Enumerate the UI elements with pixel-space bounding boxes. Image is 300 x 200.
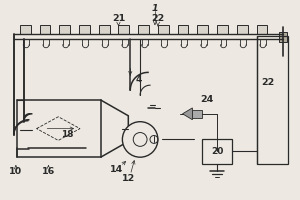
- Text: 14: 14: [110, 165, 123, 174]
- Bar: [178, 25, 188, 34]
- Text: 10: 10: [9, 167, 22, 176]
- Bar: [138, 25, 149, 34]
- Bar: [202, 139, 232, 164]
- Text: 16: 16: [42, 167, 55, 176]
- Text: 4: 4: [135, 75, 142, 84]
- Bar: [59, 25, 70, 34]
- Bar: [40, 25, 50, 34]
- Bar: [158, 25, 169, 34]
- Bar: [237, 25, 248, 34]
- Bar: [256, 25, 267, 34]
- Circle shape: [122, 122, 158, 157]
- Bar: [79, 25, 90, 34]
- Text: 1: 1: [152, 4, 158, 13]
- Bar: [118, 25, 129, 34]
- Text: 12: 12: [122, 174, 135, 183]
- Bar: [256, 36, 288, 164]
- Polygon shape: [182, 108, 192, 120]
- Bar: [192, 110, 202, 118]
- Text: 24: 24: [201, 96, 214, 104]
- Bar: [99, 25, 110, 34]
- Text: 22: 22: [262, 78, 275, 87]
- Bar: [217, 25, 228, 34]
- Bar: [20, 25, 31, 34]
- Text: 22: 22: [151, 14, 164, 23]
- Bar: [279, 32, 287, 42]
- Bar: [197, 25, 208, 34]
- Text: 21: 21: [112, 14, 125, 23]
- Text: 20: 20: [211, 147, 223, 156]
- Text: 18: 18: [61, 130, 74, 139]
